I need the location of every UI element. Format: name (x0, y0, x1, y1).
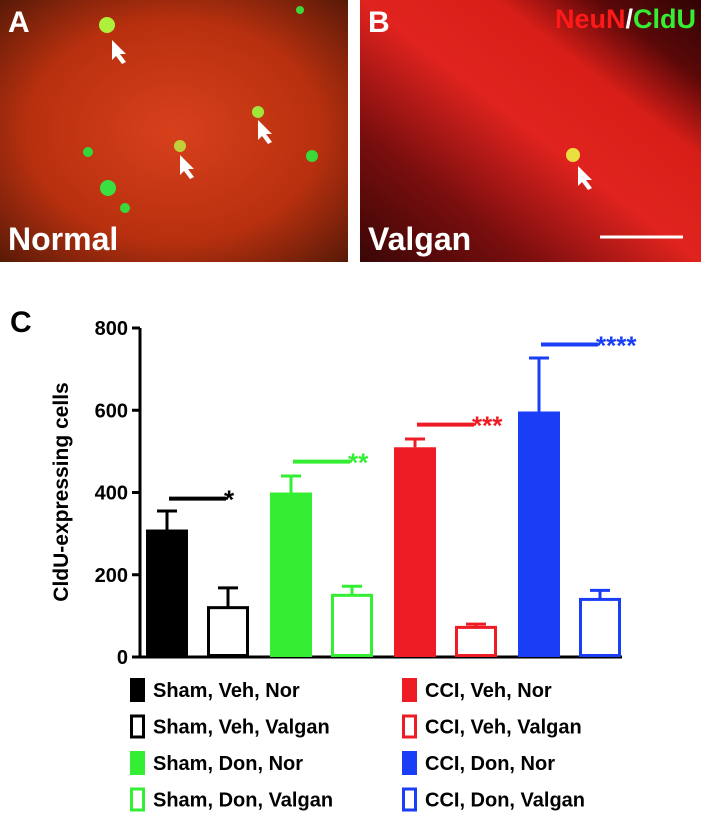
legend-swatch (402, 678, 417, 702)
bar (394, 447, 436, 657)
legend-label: CCI, Veh, Nor (425, 680, 552, 702)
significance-stars: ** (348, 448, 369, 478)
panel-a-image (0, 0, 348, 262)
legend-swatch (402, 787, 417, 812)
panel-caption: Normal (8, 221, 118, 257)
bar (270, 492, 312, 657)
legend-swatch (130, 787, 145, 812)
legend-label: Sham, Don, Valgan (153, 790, 333, 812)
stain-cldu: CldU (633, 4, 696, 34)
bar (579, 597, 621, 657)
y-axis-title: CldU-expressing cells (50, 382, 73, 601)
stain-neun: NeuN (555, 4, 626, 34)
bar (146, 529, 188, 657)
stain-sep: / (625, 4, 633, 34)
panel-caption: Valgan (368, 221, 471, 257)
legend-swatch (402, 714, 417, 739)
stain-legend: NeuN/CldU (555, 4, 696, 34)
legend-swatch (130, 714, 145, 739)
legend-label: CCI, Don, Nor (425, 753, 555, 775)
bar (518, 411, 560, 657)
panel-label: C (10, 306, 32, 339)
significance-stars: **** (596, 330, 637, 360)
legend-swatch (130, 751, 145, 775)
legend-swatch (402, 751, 417, 775)
legend-label: CCI, Don, Valgan (425, 790, 585, 812)
y-tick-label: 600 (95, 400, 128, 422)
significance-stars: *** (472, 411, 503, 441)
y-tick-label: 800 (95, 318, 128, 340)
y-tick-label: 400 (95, 483, 128, 505)
legend-label: Sham, Veh, Valgan (153, 717, 330, 739)
panel-label: B (368, 6, 390, 39)
y-tick-label: 0 (117, 647, 128, 669)
significance-stars: * (224, 485, 235, 515)
bar (207, 606, 249, 658)
panel-b-image (360, 0, 701, 262)
bar (455, 625, 497, 658)
legend-swatch (130, 678, 145, 702)
legend-label: Sham, Don, Nor (153, 753, 303, 775)
bar (331, 593, 373, 657)
legend-label: CCI, Veh, Valgan (425, 717, 582, 739)
y-tick-label: 200 (95, 565, 128, 587)
panel-label: A (8, 6, 30, 39)
legend-label: Sham, Veh, Nor (153, 680, 300, 702)
